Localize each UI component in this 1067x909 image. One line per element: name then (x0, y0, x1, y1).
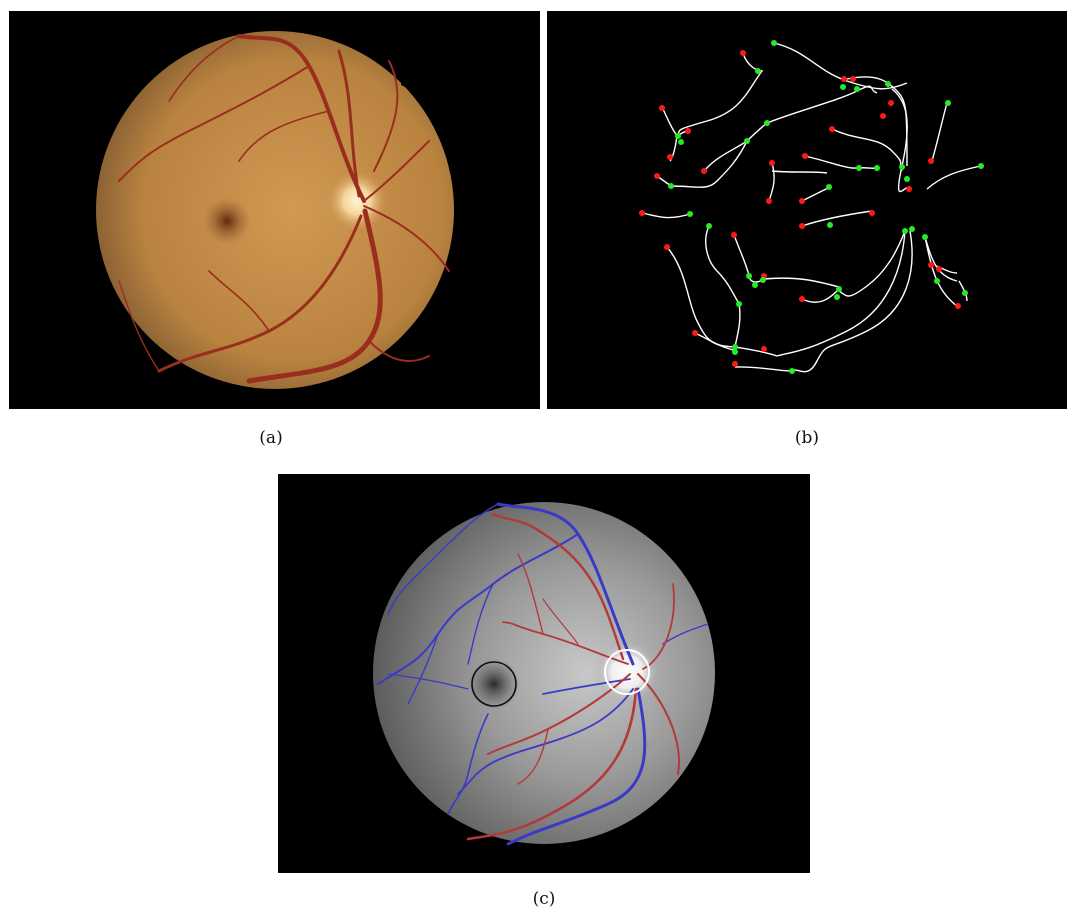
fundus-color-image (9, 11, 540, 409)
caption-b: (b) (794, 428, 820, 448)
vessel-classification-svg (373, 502, 715, 846)
vessel-skeleton-image (547, 11, 1067, 409)
caption-a: (a) (259, 428, 283, 448)
fovea-region (468, 658, 520, 710)
endpoint-markers (639, 50, 961, 367)
grayscale-fundus-area (373, 502, 715, 844)
fundus-color-svg (96, 31, 454, 389)
skeleton-lines (641, 42, 982, 373)
fovea-circle (471, 661, 517, 707)
retinal-vessels (118, 34, 450, 384)
caption-c: (c) (532, 889, 556, 909)
optic-disc-circle (604, 649, 650, 695)
vessel-skeleton-svg (639, 40, 984, 374)
optic-disc (327, 171, 387, 231)
vein-vessels (377, 502, 709, 846)
artery-vessels (466, 512, 680, 841)
fovea-spot (203, 197, 251, 245)
junction-markers (668, 40, 984, 374)
fundus-disc-area (96, 31, 454, 389)
vessel-classification-image (278, 474, 810, 873)
image-notch (401, 73, 419, 91)
